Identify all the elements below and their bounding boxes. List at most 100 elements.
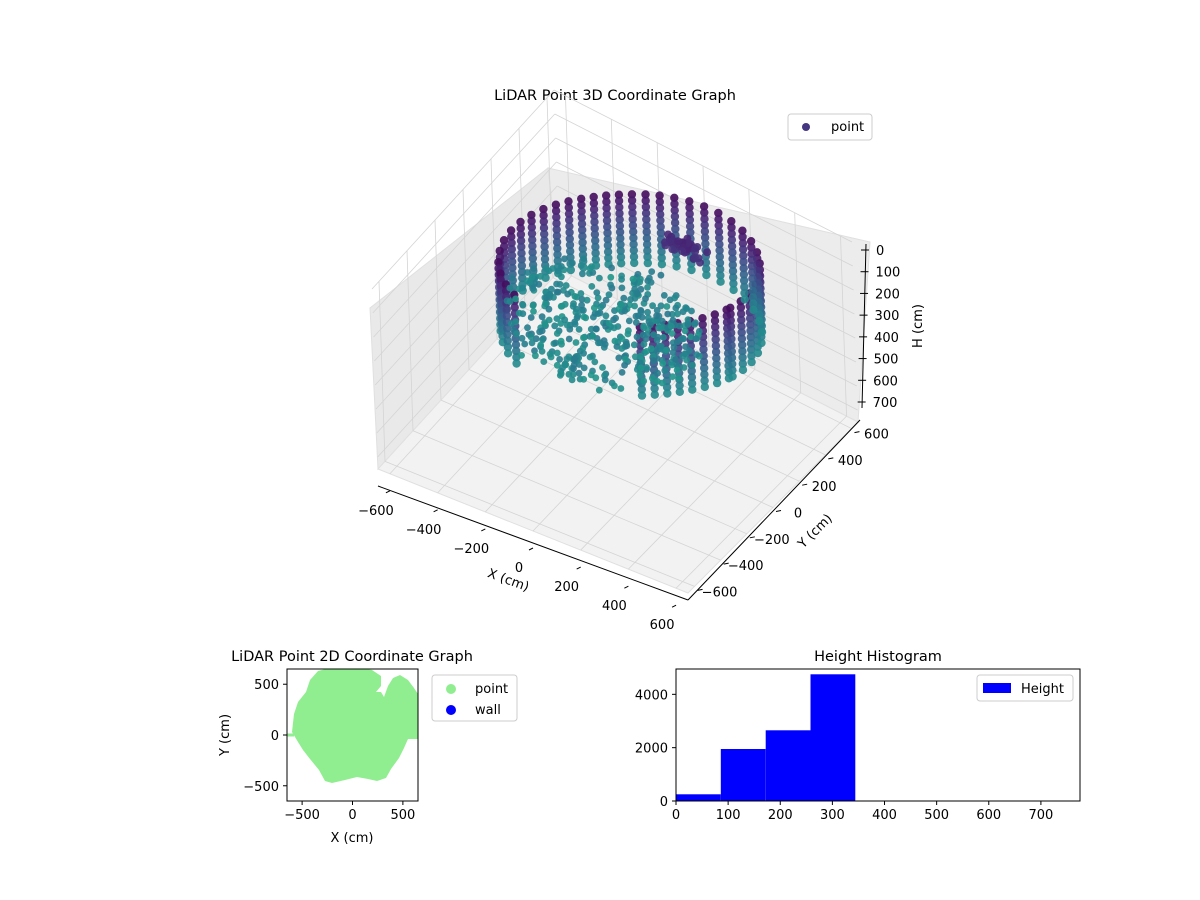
point-3d <box>672 256 681 265</box>
y-tick-3d <box>854 431 860 434</box>
point-3d <box>727 223 736 232</box>
point-3d <box>527 216 536 226</box>
point-3d <box>739 270 749 279</box>
point-3d <box>577 194 586 203</box>
z-tick-label-3d: 600 <box>873 374 898 389</box>
point-3d <box>595 339 602 347</box>
point-3d <box>605 291 613 299</box>
point-3d <box>712 354 721 363</box>
point-3d <box>712 360 721 369</box>
point-3d <box>670 206 679 215</box>
point-3d <box>611 382 618 390</box>
legend-2d-marker-wall <box>446 705 456 715</box>
point-3d <box>660 334 667 341</box>
point-3d <box>561 255 568 263</box>
point-3d <box>586 265 594 272</box>
point-3d <box>564 290 572 298</box>
hist-x-tick-label: 300 <box>820 808 845 823</box>
point-3d <box>595 386 603 394</box>
point-3d <box>553 315 561 322</box>
point-3d <box>642 295 649 303</box>
point-3d <box>578 232 587 241</box>
point-3d <box>548 285 555 293</box>
point-3d <box>723 324 732 333</box>
point-3d <box>710 310 719 319</box>
point-3d <box>740 288 749 298</box>
point-3d <box>671 224 680 234</box>
point-3d <box>617 385 625 392</box>
point-3d <box>728 266 738 276</box>
point-3d <box>553 288 561 296</box>
point-3d <box>698 320 707 329</box>
point-3d <box>530 308 537 315</box>
point-3d <box>664 310 672 318</box>
point-3d <box>645 314 652 322</box>
grid-left-z <box>377 257 560 458</box>
point-3d <box>688 385 697 394</box>
point-3d <box>715 246 724 255</box>
point-3d <box>603 241 613 250</box>
point-3d <box>615 203 624 212</box>
point-3d <box>540 236 549 245</box>
point-3d <box>603 228 612 238</box>
point-3d <box>755 316 764 326</box>
legend-hist-frame <box>976 674 1074 702</box>
point-3d <box>602 312 610 320</box>
point-3d <box>578 295 586 303</box>
point-3d <box>627 296 634 303</box>
point-3d <box>621 361 628 369</box>
point-3d <box>538 348 546 355</box>
point-3d <box>561 316 569 324</box>
x-tick-3d <box>576 566 581 570</box>
point-3d <box>507 251 517 260</box>
point-3d <box>618 335 626 342</box>
point-3d <box>753 348 763 358</box>
point-3d <box>658 317 666 325</box>
legend-hist-swatch <box>983 683 1011 693</box>
grid-floor-y <box>440 399 748 535</box>
y-tick-3d <box>749 536 755 539</box>
point-3d <box>738 359 747 368</box>
grid-floor-y <box>412 430 721 561</box>
point-3d <box>700 233 710 242</box>
point-3d <box>757 338 766 348</box>
point-3d <box>712 378 722 388</box>
point-3d <box>687 366 696 376</box>
point-3d <box>599 364 606 371</box>
point-3d <box>737 328 746 337</box>
point-3d <box>615 221 625 231</box>
point-cloud-2d <box>292 669 418 783</box>
point-3d <box>724 355 733 364</box>
hist-x-tick-label: 600 <box>976 808 1001 823</box>
point-3d <box>502 311 512 320</box>
point-3d <box>615 209 624 218</box>
y-tick-label-3d: 600 <box>864 428 889 443</box>
y-tick-label-2d: −500 <box>243 780 279 795</box>
point-3d <box>657 342 665 350</box>
point-3d <box>657 260 667 269</box>
point-3d <box>748 280 757 290</box>
point-3d <box>648 268 656 275</box>
point-3d <box>672 304 680 312</box>
point-3d <box>737 322 746 331</box>
point-3d <box>552 219 561 228</box>
chart-3d: LiDAR Point 3D Coordinate Graph −600 −400… <box>358 88 926 633</box>
grid-left-y <box>490 158 498 339</box>
point-3d <box>568 376 576 384</box>
point-3d <box>746 320 755 329</box>
point-3d <box>507 238 516 248</box>
point-3d <box>700 382 709 392</box>
legend-2d-marker-point <box>446 684 456 694</box>
point-3d <box>518 334 526 342</box>
y-axis-label-2d: Y (cm) <box>218 714 233 757</box>
point-3d <box>565 240 575 250</box>
z-tick-label-3d: 200 <box>875 287 900 302</box>
y-tick-3d <box>775 510 782 512</box>
point-3d <box>516 224 525 233</box>
x-tick-3d <box>385 490 391 494</box>
point-3d <box>728 248 737 257</box>
point-3d <box>693 351 700 358</box>
point-3d <box>698 314 707 323</box>
point-3d <box>496 269 505 278</box>
point-3d <box>754 310 764 319</box>
